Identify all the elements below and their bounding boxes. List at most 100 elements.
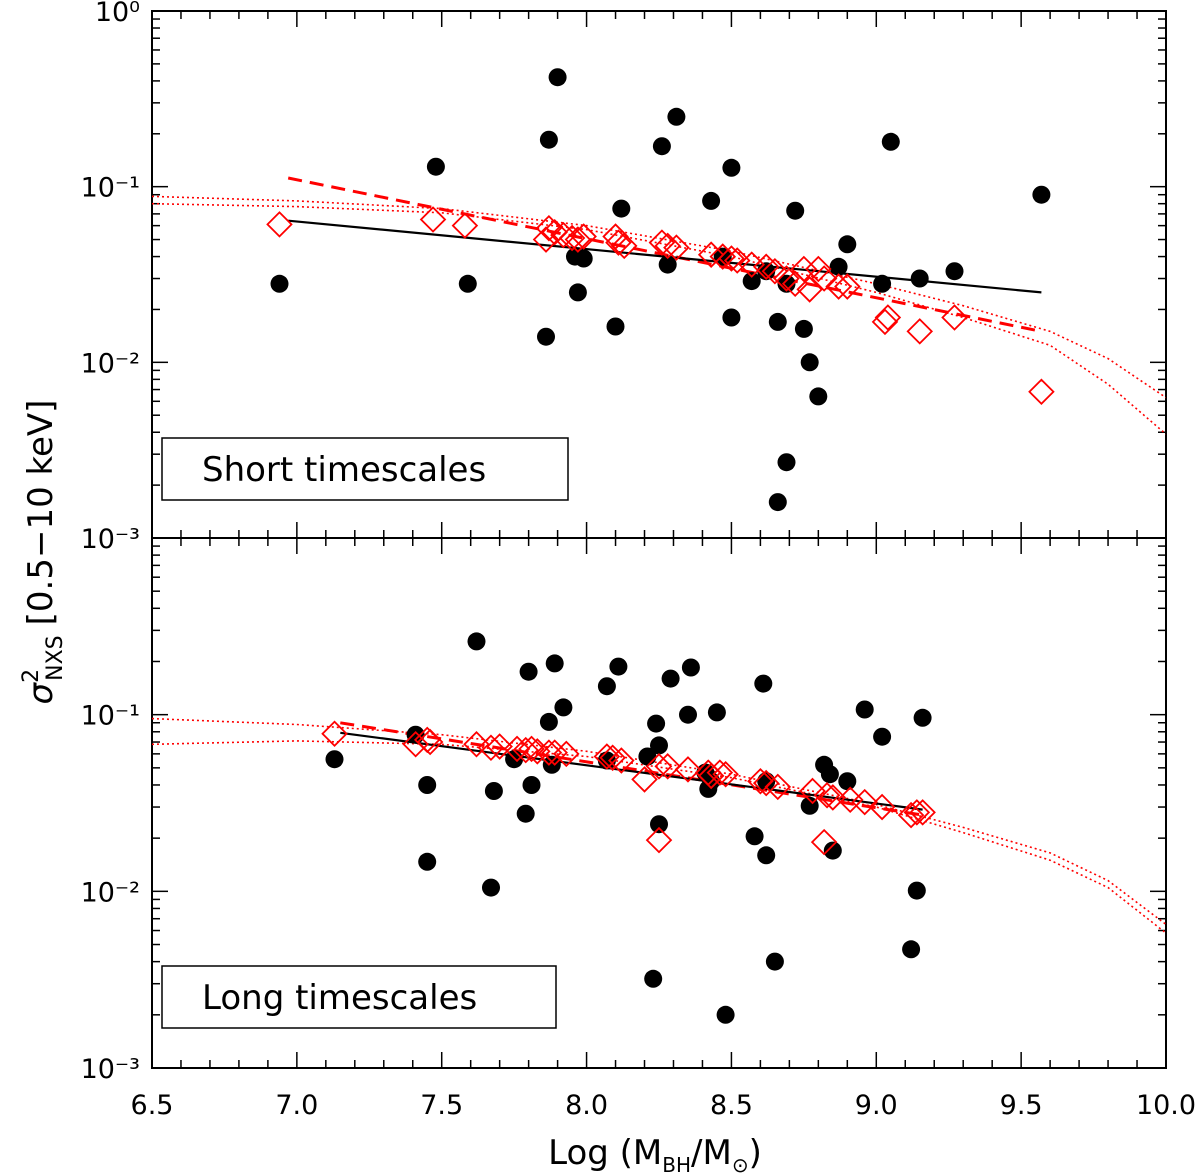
series-lines	[152, 176, 1166, 435]
data-point-black	[777, 453, 796, 472]
x-tick-label: 10.0	[1136, 1090, 1196, 1121]
data-point-red	[645, 753, 673, 780]
data-point-black	[809, 387, 828, 406]
data-point-red	[761, 257, 789, 285]
data-point-red	[718, 245, 745, 272]
data-point-red	[645, 826, 673, 854]
data-point-red	[810, 265, 838, 292]
data-point-red	[906, 318, 934, 345]
data-point-black	[768, 493, 787, 512]
data-point-red	[874, 304, 902, 331]
y-tick-label: 10⁻²	[81, 877, 140, 908]
y-tick-label: 10⁻¹	[81, 701, 140, 732]
data-point-red	[1028, 378, 1055, 406]
dotted-curve	[152, 202, 1166, 435]
data-point-black	[1032, 185, 1051, 204]
data-point-red	[558, 224, 586, 252]
data-point-red	[535, 739, 563, 766]
data-point-red	[654, 753, 681, 780]
red-diamonds	[321, 720, 936, 856]
data-point-black	[519, 662, 538, 681]
data-point-red	[535, 214, 563, 242]
data-point-red	[868, 793, 896, 821]
data-point-black	[545, 654, 564, 673]
data-point-red	[903, 799, 931, 826]
panel-label: Short timescales	[202, 450, 486, 490]
dotted-curve	[152, 740, 1166, 934]
data-point-red	[463, 730, 490, 758]
data-point-red	[631, 766, 658, 793]
data-point-black	[757, 846, 776, 865]
data-point-black	[681, 658, 700, 677]
data-point-red	[608, 747, 635, 774]
x-tick-label: 6.5	[131, 1090, 174, 1121]
data-point-black	[800, 353, 819, 372]
data-point-black	[745, 827, 764, 846]
data-point-black	[647, 714, 666, 733]
data-point-black	[609, 657, 628, 676]
panel-long-timescales: 10⁻³ 10⁻² 10⁻¹ Long timescales	[81, 537, 1167, 1085]
data-point-red	[709, 243, 737, 270]
data-point-red	[819, 784, 847, 811]
data-point-black	[548, 68, 567, 87]
data-point-red	[402, 730, 429, 758]
data-point-red	[654, 232, 681, 260]
data-point-black	[794, 319, 813, 338]
data-point-red	[648, 229, 676, 256]
data-point-black	[823, 841, 842, 860]
data-point-red	[796, 276, 823, 303]
data-point-red	[706, 759, 734, 786]
data-point-black	[270, 274, 289, 293]
plot-frame	[151, 537, 1167, 1069]
data-point-black	[568, 283, 587, 302]
data-point-red	[599, 744, 626, 772]
data-point-red	[909, 799, 936, 826]
data-point-red	[266, 211, 293, 238]
data-point-red	[541, 739, 568, 766]
black-points	[270, 68, 1051, 512]
y-tick-label: 10⁰	[95, 0, 140, 28]
data-point-red	[747, 767, 774, 795]
data-point-black	[786, 201, 805, 220]
data-point-red	[764, 773, 792, 801]
data-point-black	[820, 765, 839, 784]
data-point-red	[697, 241, 725, 268]
data-point-black	[658, 255, 677, 274]
data-point-black	[542, 755, 561, 774]
data-point-red	[851, 788, 878, 816]
y-tick-label: 10⁻³	[81, 524, 140, 555]
data-point-red	[810, 828, 838, 856]
data-point-black	[650, 815, 668, 834]
x-tick-labels: 6.5 7.0 7.5 8.0 8.5 9.0 9.5 10.0	[131, 1090, 1197, 1121]
data-point-black	[418, 852, 437, 871]
data-point-red	[593, 743, 621, 770]
data-point-black	[539, 712, 558, 731]
data-point-red	[834, 273, 861, 300]
x-tick-label: 9.5	[1000, 1090, 1043, 1121]
data-point-red	[805, 255, 832, 283]
data-point-red	[570, 223, 597, 250]
data-point-red	[813, 781, 841, 809]
data-point-red	[941, 304, 968, 331]
data-point-black	[765, 952, 784, 971]
data-point-red	[610, 232, 638, 260]
data-point-red	[477, 734, 505, 761]
data-point-black	[426, 157, 445, 176]
data-point-black	[467, 632, 486, 651]
data-point-black	[537, 327, 555, 346]
data-point-black	[873, 727, 892, 746]
panel-label-box	[161, 437, 569, 501]
x-tick-label: 8.5	[710, 1090, 753, 1121]
data-point-red	[799, 777, 826, 805]
data-point-black	[829, 257, 848, 276]
data-point-red	[550, 221, 577, 249]
black-points	[325, 632, 932, 1024]
data-point-black	[910, 269, 929, 288]
data-point-red	[825, 273, 852, 300]
data-point-red	[674, 756, 702, 783]
data-point-black	[722, 158, 741, 177]
data-point-red	[752, 253, 780, 281]
data-point-red	[512, 736, 540, 764]
y-axis-label: σ2NXS[0.5−10 keV]	[19, 400, 68, 705]
data-point-red	[416, 728, 444, 756]
